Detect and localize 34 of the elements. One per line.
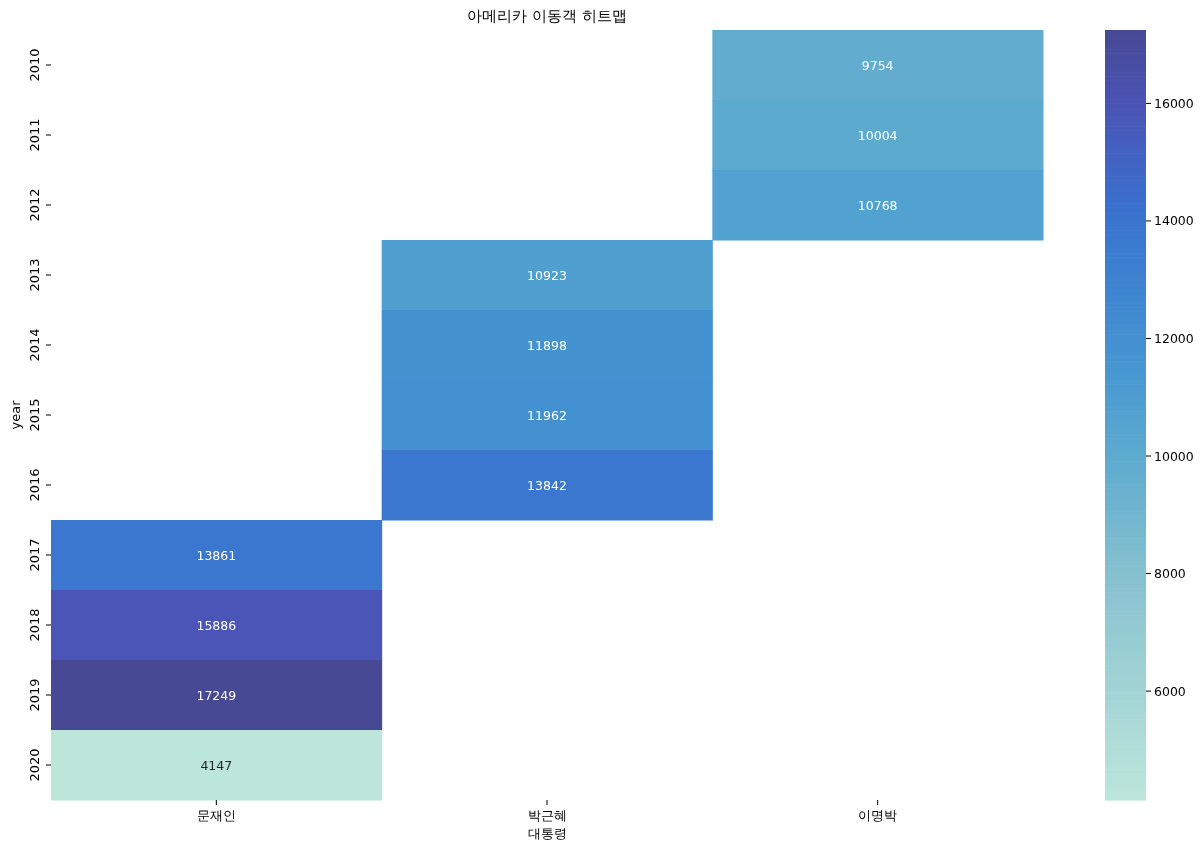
color-bar-label: 14000 <box>1154 213 1194 229</box>
x-tick-label: 문재인 <box>196 808 236 823</box>
color-bar-label: 10000 <box>1154 448 1194 464</box>
color-bar-label: 12000 <box>1154 330 1194 346</box>
x-tick-label: 박근혜 <box>527 808 567 823</box>
data-label: 11898 <box>527 337 567 353</box>
data-label: 15886 <box>196 617 237 633</box>
y-tick-label: 2018 <box>27 608 42 642</box>
data-label: 17249 <box>196 687 237 703</box>
data-label: 10004 <box>857 127 898 143</box>
y-tick-label: 2014 <box>27 328 42 362</box>
y-tick-label: 2016 <box>27 468 42 502</box>
data-label: 10768 <box>857 197 898 213</box>
y-tick-label: 2019 <box>27 678 42 712</box>
y-tick-label: 2011 <box>27 118 42 152</box>
x-tick-label: 이명박 <box>858 808 898 823</box>
y-tick-label: 2015 <box>27 398 42 432</box>
x-axis-title: 대통령 <box>527 826 567 841</box>
y-tick-label: 2010 <box>27 48 42 82</box>
data-label: 4147 <box>200 757 233 773</box>
chart-title: 아메리카 이동객 히트맵 <box>467 7 627 25</box>
data-label: 10923 <box>527 267 567 283</box>
data-label: 11962 <box>527 407 567 423</box>
y-tick-label: 2017 <box>27 538 42 572</box>
y-axis-title: year <box>8 399 23 430</box>
data-label: 13861 <box>196 547 237 563</box>
color-bar-label: 8000 <box>1154 566 1186 582</box>
y-tick-label: 2012 <box>27 188 42 222</box>
y-tick-label: 2013 <box>27 258 42 292</box>
y-tick-label: 2020 <box>27 748 42 782</box>
data-label: 13842 <box>527 477 567 493</box>
color-bar-label: 16000 <box>1154 95 1194 111</box>
color-bar-label: 6000 <box>1154 683 1186 699</box>
data-label: 9754 <box>861 57 894 73</box>
